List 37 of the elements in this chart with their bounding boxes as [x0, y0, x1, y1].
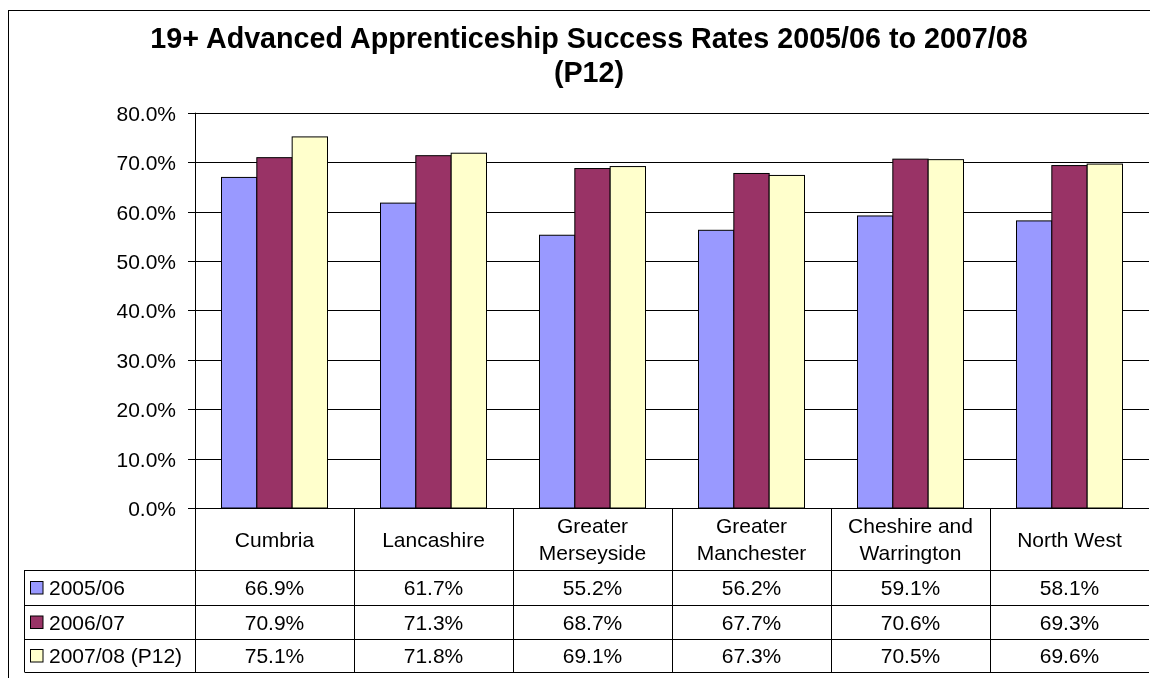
data-label: 58.1% [1039, 576, 1100, 599]
data-label: 71.3% [403, 610, 464, 634]
chart-title: 19+ Advanced Apprenticeship Success Rates 2005/06 to 2007/08 (P12) [150, 22, 1028, 88]
y-tick-label: 20.0% [116, 398, 176, 421]
y-tick-label: 40.0% [116, 299, 176, 322]
data-label: 70.5% [880, 644, 941, 667]
data-label: 66.9% [244, 576, 305, 599]
data-label: 61.7% [403, 576, 464, 599]
y-tick-label: 30.0% [116, 349, 176, 372]
legend-label: 2007/08 (P12) [49, 644, 183, 667]
data-label: 69.6% [1039, 644, 1100, 667]
y-tick-label: 0.0% [128, 497, 176, 520]
data-label: 67.7% [721, 610, 782, 634]
data-label: 69.3% [1039, 610, 1100, 634]
data-label: 69.1% [562, 644, 623, 667]
data-label: 55.2% [562, 576, 623, 599]
data-label: 67.3% [721, 644, 782, 667]
data-label: 56.2% [721, 576, 782, 599]
data-label: 68.7% [562, 610, 623, 634]
y-tick-label: 60.0% [116, 201, 176, 224]
x-tick-label: Greater Merseyside [538, 514, 647, 564]
x-tick-label: North West [1017, 527, 1122, 551]
x-tick-label: Lancashire [382, 527, 485, 551]
x-tick-label: Cheshire and Warrington [848, 514, 973, 564]
x-tick-label: Greater Manchester [696, 514, 807, 564]
data-label: 70.9% [244, 610, 305, 634]
x-tick-label: Cumbria [234, 527, 315, 551]
y-tick-label: 10.0% [116, 448, 176, 471]
legend-label: 2006/07 [49, 610, 125, 634]
y-tick-label: 50.0% [116, 250, 176, 273]
data-label: 59.1% [880, 576, 941, 599]
data-label: 70.6% [880, 610, 941, 634]
data-label: 71.8% [403, 644, 464, 667]
y-tick-label: 70.0% [116, 151, 176, 174]
legend-label: 2005/06 [49, 576, 125, 599]
y-tick-label: 80.0% [116, 102, 176, 125]
data-label: 75.1% [244, 644, 305, 667]
